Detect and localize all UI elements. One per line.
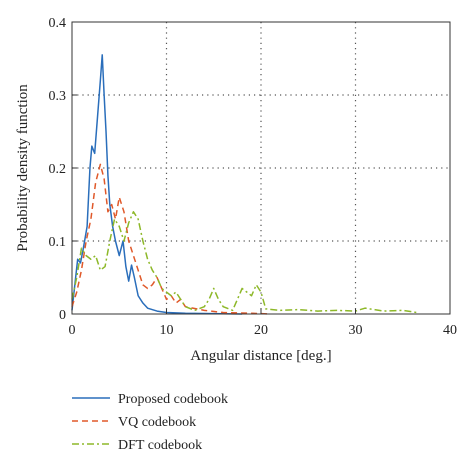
grid-lines	[72, 22, 450, 314]
legend-label: VQ codebook	[118, 415, 196, 430]
legend: Proposed codebook VQ codebook DFT codebook	[72, 392, 228, 453]
y-tick-label: 0.3	[49, 89, 67, 104]
x-tick-label: 40	[443, 323, 457, 338]
series-line-1	[71, 54, 243, 315]
x-tick-label: 0	[69, 323, 76, 338]
x-tick-label: 20	[254, 323, 268, 338]
series-layer	[71, 54, 418, 315]
y-tick-label: 0.2	[49, 162, 67, 177]
x-tick-label: 30	[349, 323, 363, 338]
y-tick-label: 0.4	[49, 16, 67, 31]
y-axis-label: Probability density function	[15, 84, 31, 252]
x-tick-label: 10	[160, 323, 174, 338]
y-tick-label: 0	[59, 308, 66, 323]
series-line-2	[71, 163, 271, 315]
series-line-3	[71, 211, 418, 314]
axis-ticks: 0 10 20 30 40 0 0.1 0.2 0.3 0.4	[49, 16, 458, 338]
x-axis-label: Angular distance [deg.]	[190, 348, 331, 364]
legend-label: DFT codebook	[118, 438, 202, 453]
legend-label: Proposed codebook	[118, 392, 228, 407]
y-tick-label: 0.1	[49, 235, 67, 250]
